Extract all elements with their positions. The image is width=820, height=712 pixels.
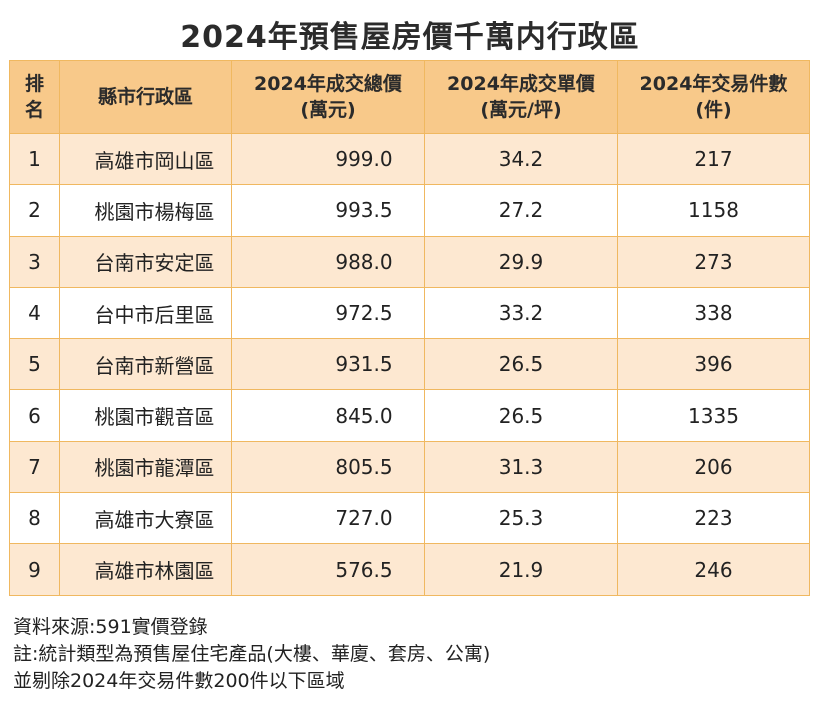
cell-district: 台南市安定區 xyxy=(59,235,232,288)
table-row: 6 桃園市觀音區 845.0 26.5 1335 xyxy=(9,389,810,442)
cell-count: 223 xyxy=(617,492,810,545)
table-row: 8 高雄市大寮區 727.0 25.3 223 xyxy=(9,492,810,545)
cell-total: 805.5 xyxy=(231,440,425,494)
table-body: 1 高雄市岡山區 999.0 34.2 217 2 桃園市楊梅區 993.5 2… xyxy=(9,132,810,596)
cell-district: 桃園市龍潭區 xyxy=(59,440,232,494)
header-district: 縣市行政區 xyxy=(59,60,232,134)
cell-unit: 29.9 xyxy=(424,235,618,288)
cell-district: 高雄市岡山區 xyxy=(59,132,232,186)
cell-rank: 8 xyxy=(9,492,60,545)
cell-total: 999.0 xyxy=(231,132,425,186)
cell-district: 桃園市楊梅區 xyxy=(59,184,232,237)
cell-rank: 6 xyxy=(9,389,60,442)
table-row: 9 高雄市林園區 576.5 21.9 246 xyxy=(9,543,810,596)
cell-rank: 1 xyxy=(9,132,60,186)
cell-rank: 9 xyxy=(9,543,60,596)
header-rank: 排 名 xyxy=(9,60,60,134)
cell-total: 845.0 xyxy=(231,389,425,442)
header-total-price: 2024年成交總價 (萬元) xyxy=(231,60,425,134)
header-rank-line2: 名 xyxy=(24,99,44,121)
cell-district: 桃園市觀音區 xyxy=(59,389,232,442)
table-row: 5 台南市新營區 931.5 26.5 396 xyxy=(9,338,810,391)
cell-unit: 34.2 xyxy=(424,132,618,186)
footnotes: 資料來源:591實價登錄 註:統計類型為預售屋住宅產品(大樓、華廈、套房、公寓)… xyxy=(13,614,490,695)
page-title: 2024年預售屋房價千萬内行政區 xyxy=(180,20,640,55)
header-count-line1: 2024年交易件數 xyxy=(639,73,788,95)
cell-unit: 26.5 xyxy=(424,338,618,391)
price-table: 排 名 縣市行政區 2024年成交總價 (萬元) 2024年成交單價 (萬元/坪… xyxy=(9,60,810,596)
scope-note: 註:統計類型為預售屋住宅產品(大樓、華廈、套房、公寓) xyxy=(13,643,491,665)
cell-district: 高雄市大寮區 xyxy=(59,492,232,545)
cell-unit: 21.9 xyxy=(424,543,618,596)
cell-total: 576.5 xyxy=(231,543,425,596)
header-unit-line1: 2024年成交單價 xyxy=(447,73,595,95)
cell-total: 988.0 xyxy=(231,235,425,288)
header-count-line2: (件) xyxy=(695,99,732,121)
header-total-line1: 2024年成交總價 xyxy=(254,73,402,95)
table-header: 排 名 縣市行政區 2024年成交總價 (萬元) 2024年成交單價 (萬元/坪… xyxy=(9,60,810,134)
header-unit-price: 2024年成交單價 (萬元/坪) xyxy=(424,60,618,134)
cell-rank: 4 xyxy=(9,286,60,340)
exclusion-note: 並剔除2024年交易件數200件以下區域 xyxy=(13,670,345,692)
cell-count: 1158 xyxy=(617,184,810,237)
cell-unit: 25.3 xyxy=(424,492,618,545)
cell-rank: 7 xyxy=(9,440,60,494)
table-row: 1 高雄市岡山區 999.0 34.2 217 xyxy=(9,132,810,186)
header-count: 2024年交易件數 (件) xyxy=(617,60,810,134)
header-unit-line2: (萬元/坪) xyxy=(480,99,562,121)
header-district-line1: 縣市行政區 xyxy=(97,86,193,108)
cell-total: 931.5 xyxy=(231,338,425,391)
table-row: 7 桃園市龍潭區 805.5 31.3 206 xyxy=(9,440,810,494)
cell-district: 高雄市林園區 xyxy=(59,543,232,596)
cell-rank: 3 xyxy=(9,235,60,288)
cell-total: 993.5 xyxy=(231,184,425,237)
source-note: 資料來源:591實價登錄 xyxy=(13,616,208,638)
cell-unit: 27.2 xyxy=(424,184,618,237)
header-row: 排 名 縣市行政區 2024年成交總價 (萬元) 2024年成交單價 (萬元/坪… xyxy=(9,60,810,134)
cell-count: 273 xyxy=(617,235,810,288)
header-total-line2: (萬元) xyxy=(300,99,356,121)
cell-rank: 5 xyxy=(9,338,60,391)
cell-unit: 33.2 xyxy=(424,286,618,340)
cell-district: 台南市新營區 xyxy=(59,338,232,391)
cell-count: 206 xyxy=(617,440,810,494)
cell-unit: 31.3 xyxy=(424,440,618,494)
cell-unit: 26.5 xyxy=(424,389,618,442)
cell-count: 396 xyxy=(617,338,810,391)
cell-rank: 2 xyxy=(9,184,60,237)
table-row: 3 台南市安定區 988.0 29.9 273 xyxy=(9,235,810,288)
cell-count: 246 xyxy=(617,543,810,596)
cell-district: 台中市后里區 xyxy=(59,286,232,340)
table-row: 2 桃園市楊梅區 993.5 27.2 1158 xyxy=(9,184,810,237)
header-rank-line1: 排 xyxy=(24,73,44,95)
cell-count: 217 xyxy=(617,132,810,186)
cell-count: 338 xyxy=(617,286,810,340)
cell-total: 727.0 xyxy=(231,492,425,545)
cell-count: 1335 xyxy=(617,389,810,442)
cell-total: 972.5 xyxy=(231,286,425,340)
table-row: 4 台中市后里區 972.5 33.2 338 xyxy=(9,286,810,340)
